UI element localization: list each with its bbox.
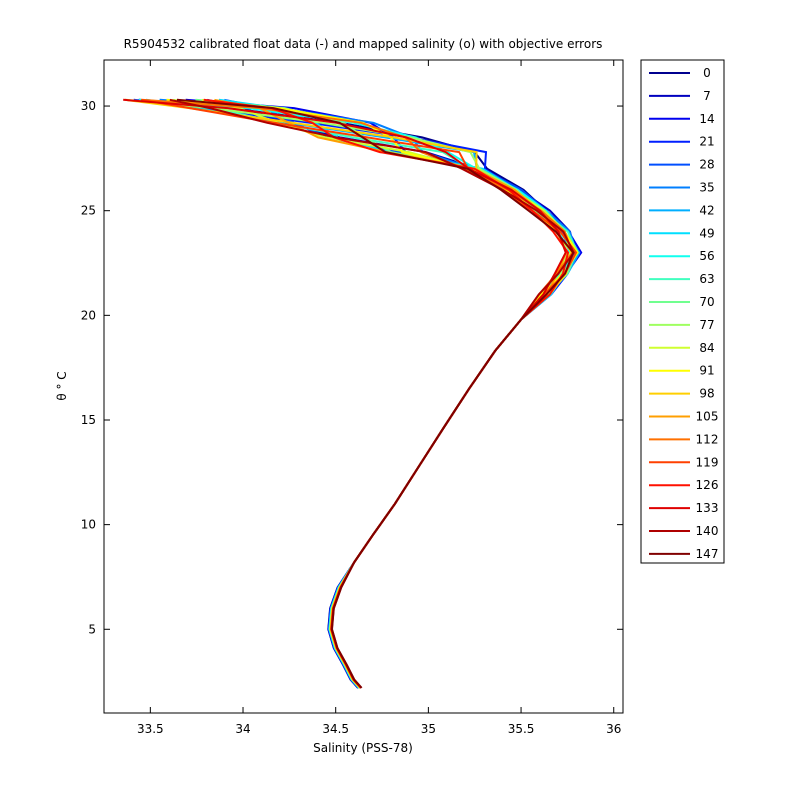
legend-box [640, 59, 725, 564]
legend-label: 119 [696, 455, 719, 469]
x-axis: 33.5 34 34.5 35 35.5 36 [137, 60, 621, 736]
legend-label: 14 [699, 112, 714, 126]
y-tick-label: 20 [81, 308, 96, 322]
x-tick-label: 34.5 [322, 722, 349, 736]
legend-label: 126 [696, 478, 719, 492]
profile-line [176, 98, 575, 689]
legend-label: 77 [699, 318, 714, 332]
legend-label: 140 [696, 524, 719, 538]
y-tick-label: 5 [88, 622, 96, 636]
legend-label: 133 [696, 501, 719, 515]
legend-label: 56 [699, 249, 714, 263]
legend-label: 7 [703, 89, 711, 103]
legend-label: 147 [696, 547, 719, 561]
legend-label: 112 [696, 432, 719, 446]
plot-frame [103, 59, 624, 714]
legend-label: 35 [699, 181, 714, 195]
legend-label: 49 [699, 226, 714, 240]
legend-label: 28 [699, 158, 714, 172]
y-axis-label: θ ° C [55, 371, 69, 400]
x-tick-label: 35.5 [508, 722, 535, 736]
legend-label: 84 [699, 341, 714, 355]
series-layer [123, 98, 583, 689]
legend-label: 70 [699, 295, 714, 309]
legend: 0 7 14 21 28 35 42 49 56 63 70 77 84 91 98 105 112 119 126… [640, 59, 725, 564]
legend-label: 21 [699, 135, 714, 149]
y-tick-label: 10 [81, 518, 96, 532]
legend-label: 91 [699, 364, 714, 378]
x-tick-label: 34 [235, 722, 250, 736]
legend-label: 63 [699, 272, 714, 286]
x-tick-label: 36 [606, 722, 621, 736]
legend-label: 98 [699, 387, 714, 401]
y-tick-label: 15 [81, 413, 96, 427]
y-axis: 5 10 15 20 25 30 [81, 99, 623, 636]
x-axis-label: Salinity (PSS-78) [313, 741, 413, 755]
chart-title: R5904532 calibrated float data (-) and m… [124, 37, 603, 51]
legend-label: 0 [703, 66, 711, 80]
legend-label: 105 [696, 410, 719, 424]
x-tick-label: 35 [421, 722, 436, 736]
legend-label: 42 [699, 203, 714, 217]
y-tick-label: 25 [81, 204, 96, 218]
x-tick-label: 33.5 [137, 722, 164, 736]
y-tick-label: 30 [81, 99, 96, 113]
